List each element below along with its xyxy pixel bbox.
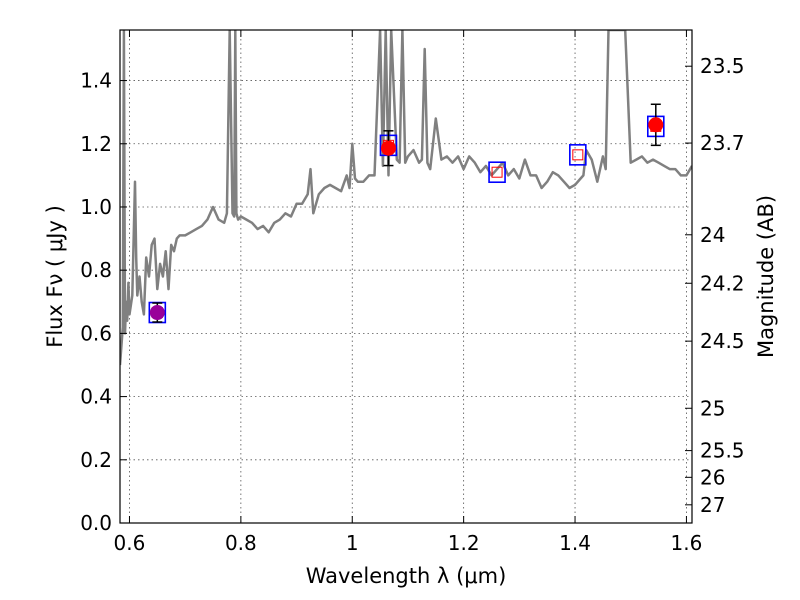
y-tick-label: 1.0 xyxy=(80,195,112,219)
y-tick-label: 0.6 xyxy=(80,321,112,345)
x-tick-label: 0.8 xyxy=(225,531,257,555)
plot-frame xyxy=(119,29,693,524)
marker-layer xyxy=(148,103,665,324)
y-tick-label: 1.2 xyxy=(80,132,112,156)
series-layer xyxy=(120,30,692,366)
model-box xyxy=(569,144,587,166)
model-box xyxy=(488,161,506,184)
y2-axis-label: Magnitude (AB) xyxy=(754,195,778,358)
x-tick-label: 0.6 xyxy=(114,531,146,555)
y2-tick-label: 25 xyxy=(700,396,725,420)
y-axis-label: Flux Fν ( μJy ) xyxy=(43,205,67,348)
model-box-inner xyxy=(491,166,503,178)
x-tick-label: 1.6 xyxy=(671,531,703,555)
y-tick-label: 0.2 xyxy=(80,448,112,472)
x-tick-label: 1 xyxy=(346,531,359,555)
y2-tick-label: 23.7 xyxy=(700,131,745,155)
x-tick-label: 1.4 xyxy=(559,531,591,555)
y2-tick-label: 24 xyxy=(700,223,725,247)
observed-point xyxy=(648,117,664,133)
y2-tick-label: 24.5 xyxy=(700,329,745,353)
y-tick-label: 0.0 xyxy=(80,511,112,535)
y-tick-label: 1.4 xyxy=(80,69,112,93)
x-axis-label: Wavelength λ (μm) xyxy=(306,564,507,588)
y2-tick-label: 24.2 xyxy=(700,271,745,295)
spectrum-line xyxy=(120,30,692,366)
observed-point xyxy=(149,305,165,321)
model-box-inner xyxy=(572,149,584,161)
y-tick-label: 0.8 xyxy=(80,258,112,282)
observed-point xyxy=(380,140,396,156)
y2-tick-label: 27 xyxy=(700,493,725,517)
y2-tick-label: 23.5 xyxy=(700,54,745,78)
y-tick-label: 0.4 xyxy=(80,385,112,409)
y2-tick-label: 25.5 xyxy=(700,439,745,463)
x-tick-label: 1.2 xyxy=(448,531,480,555)
tick-layer: 0.6 0.8 1 1.2 1.4 1.6 0.0 0.2 0.4 0.6 0.8 1.0 1.2 1.4… xyxy=(80,30,745,555)
y2-tick-label: 26 xyxy=(700,465,725,489)
